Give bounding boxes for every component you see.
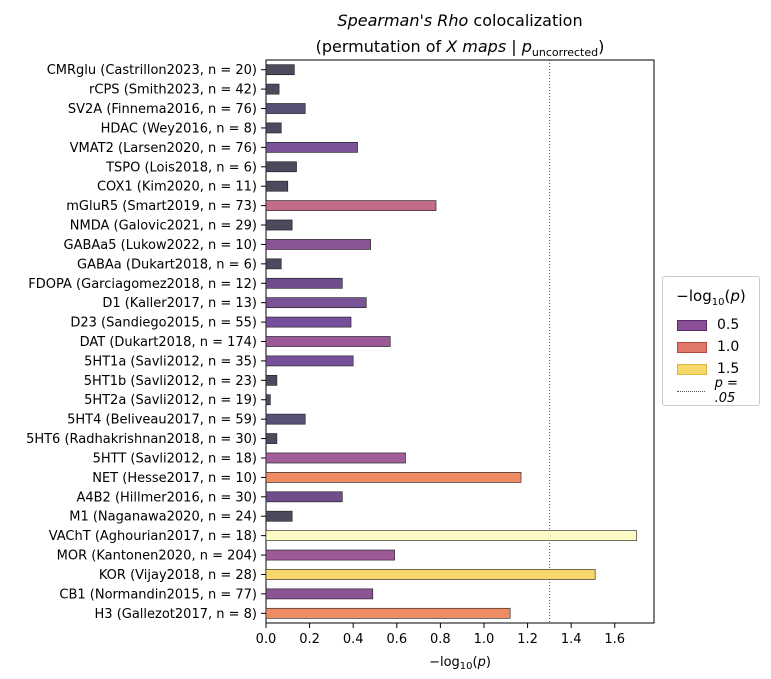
bar	[265, 433, 278, 444]
y-tick-label: VMAT2 (Larsen2020, n = 76)	[70, 141, 257, 156]
legend-entry-label: 0.5	[717, 317, 740, 333]
bar	[265, 607, 511, 619]
x-axis-label: −log10(p)	[429, 655, 491, 672]
bar	[265, 200, 437, 211]
bar	[265, 161, 297, 173]
legend-title-sub: 10	[711, 297, 725, 308]
legend-threshold-entry: p = .05	[677, 376, 759, 406]
x-tick-label: 1.2	[517, 632, 538, 647]
legend-swatch	[677, 363, 707, 375]
legend-entry-label: 1.5	[717, 361, 740, 377]
x-tick-label: 1.4	[561, 632, 582, 647]
bar	[265, 588, 374, 600]
y-tick-label: 5HT1a (Savli2012, n = 35)	[84, 354, 257, 369]
y-tick-label: H3 (Gallezot2017, n = 8)	[95, 607, 257, 622]
y-tick-label: NMDA (Galovic2021, n = 29)	[70, 219, 257, 234]
bar	[265, 277, 343, 289]
bar	[265, 83, 280, 95]
y-tick-label: KOR (Vijay2018, n = 28)	[99, 568, 257, 583]
bar	[265, 122, 282, 134]
y-tick-label: GABAa5 (Lukow2022, n = 10)	[64, 238, 257, 253]
x-tick-label: 1.0	[474, 632, 495, 647]
title2-prefix: (permutation of	[316, 37, 447, 56]
bar	[265, 491, 343, 503]
legend-swatch	[677, 319, 707, 331]
chart-title-line1: Spearman's Rho colocalization	[337, 11, 582, 30]
legend-entry: 0.5	[677, 317, 739, 333]
bar	[265, 239, 371, 250]
chart-title-line2: (permutation of X maps | puncorrected)	[316, 37, 605, 59]
y-tick-label: M1 (Naganawa2020, n = 24)	[69, 510, 257, 525]
legend-entry: 1.5	[677, 361, 739, 377]
bar	[265, 530, 637, 541]
bar	[265, 413, 306, 425]
y-tick-label: TSPO (Lois2018, n = 6)	[105, 160, 257, 175]
y-tick-label: SV2A (Finnema2016, n = 76)	[68, 102, 257, 117]
legend-threshold-label: p = .05	[714, 376, 738, 406]
bar	[265, 219, 293, 231]
y-tick-label: GABAa (Dukart2018, n = 6)	[77, 257, 257, 272]
title2-suffix: )	[598, 37, 604, 56]
bar	[265, 142, 358, 153]
legend: −log10(p) 0.5 1.0 1.5 p = .05	[662, 276, 760, 406]
y-tick-labels: CMRglu (Castrillon2023, n = 20) rCPS (Smi…	[26, 63, 266, 622]
bar	[265, 355, 354, 367]
legend-entry-label: 1.0	[717, 339, 740, 355]
x-tick-label: 0.2	[299, 632, 320, 647]
y-tick-label: A4B2 (Hillmer2016, n = 30)	[76, 490, 257, 505]
x-tick-label: 1.6	[604, 632, 625, 647]
y-tick-label: 5HT6 (Radhakrishnan2018, n = 30)	[26, 432, 257, 447]
y-tick-label: HDAC (Wey2016, n = 8)	[101, 121, 257, 136]
bar	[265, 258, 282, 270]
bar	[265, 103, 306, 114]
title2-italic: X maps	[445, 37, 506, 56]
y-tick-label: VAChT (Aghourian2017, n = 18)	[49, 529, 257, 544]
bar	[265, 336, 391, 347]
title2-subscript: uncorrected	[532, 46, 598, 59]
y-tick-label: D23 (Sandiego2015, n = 55)	[70, 316, 257, 331]
y-tick-label: NET (Hesse2017, n = 10)	[92, 471, 257, 486]
bar	[265, 374, 278, 386]
y-tick-label: DAT (Dukart2018, n = 174)	[80, 335, 257, 350]
legend-title-main: −log	[676, 287, 712, 305]
y-tick-label: D1 (Kaller2017, n = 13)	[102, 296, 257, 311]
bar	[265, 180, 289, 192]
x-tick-label: 0.8	[430, 632, 451, 647]
x-ticks: 0.0 0.2 0.4 0.6 0.8 1.0 1.2 1.4 1.6	[256, 623, 625, 647]
y-tick-label: CMRglu (Castrillon2023, n = 20)	[47, 63, 257, 78]
bar	[265, 549, 395, 561]
y-tick-label: CB1 (Normandin2015, n = 77)	[59, 587, 257, 602]
y-tick-label: 5HT2a (Savli2012, n = 19)	[84, 393, 257, 408]
bar	[265, 297, 367, 309]
bar	[265, 394, 271, 406]
y-tick-label: FDOPA (Garciagomez2018, n = 12)	[28, 277, 257, 292]
legend-dotted-line	[677, 390, 705, 392]
y-tick-label: 5HTT (Savli2012, n = 18)	[93, 451, 257, 466]
bar	[265, 452, 406, 464]
y-tick-label: MOR (Kantonen2020, n = 204)	[57, 549, 257, 564]
bar	[265, 316, 352, 328]
title-italic-part: Spearman's Rho	[337, 11, 468, 30]
y-tick-label: rCPS (Smith2023, n = 42)	[89, 83, 257, 98]
y-tick-label: 5HT1b (Savli2012, n = 23)	[84, 374, 257, 389]
x-tick-label: 0.6	[386, 632, 407, 647]
y-tick-label: 5HT4 (Beliveau2017, n = 59)	[67, 413, 257, 428]
title2-mid: |	[506, 37, 522, 56]
title-rest-part: colocalization	[468, 11, 582, 30]
x-tick-label: 0.0	[256, 632, 277, 647]
title2-p: p	[521, 37, 532, 56]
x-tick-label: 0.4	[343, 632, 364, 647]
bar	[265, 64, 295, 76]
y-tick-label: mGluR5 (Smart2019, n = 73)	[66, 199, 257, 214]
bar	[265, 472, 522, 483]
bar	[265, 569, 596, 580]
bars-group	[265, 64, 637, 619]
y-tick-label: COX1 (Kim2020, n = 11)	[97, 180, 257, 195]
legend-title: −log10(p)	[676, 287, 746, 308]
legend-entry: 1.0	[677, 339, 739, 355]
legend-swatch	[677, 341, 707, 353]
bar	[265, 510, 293, 522]
